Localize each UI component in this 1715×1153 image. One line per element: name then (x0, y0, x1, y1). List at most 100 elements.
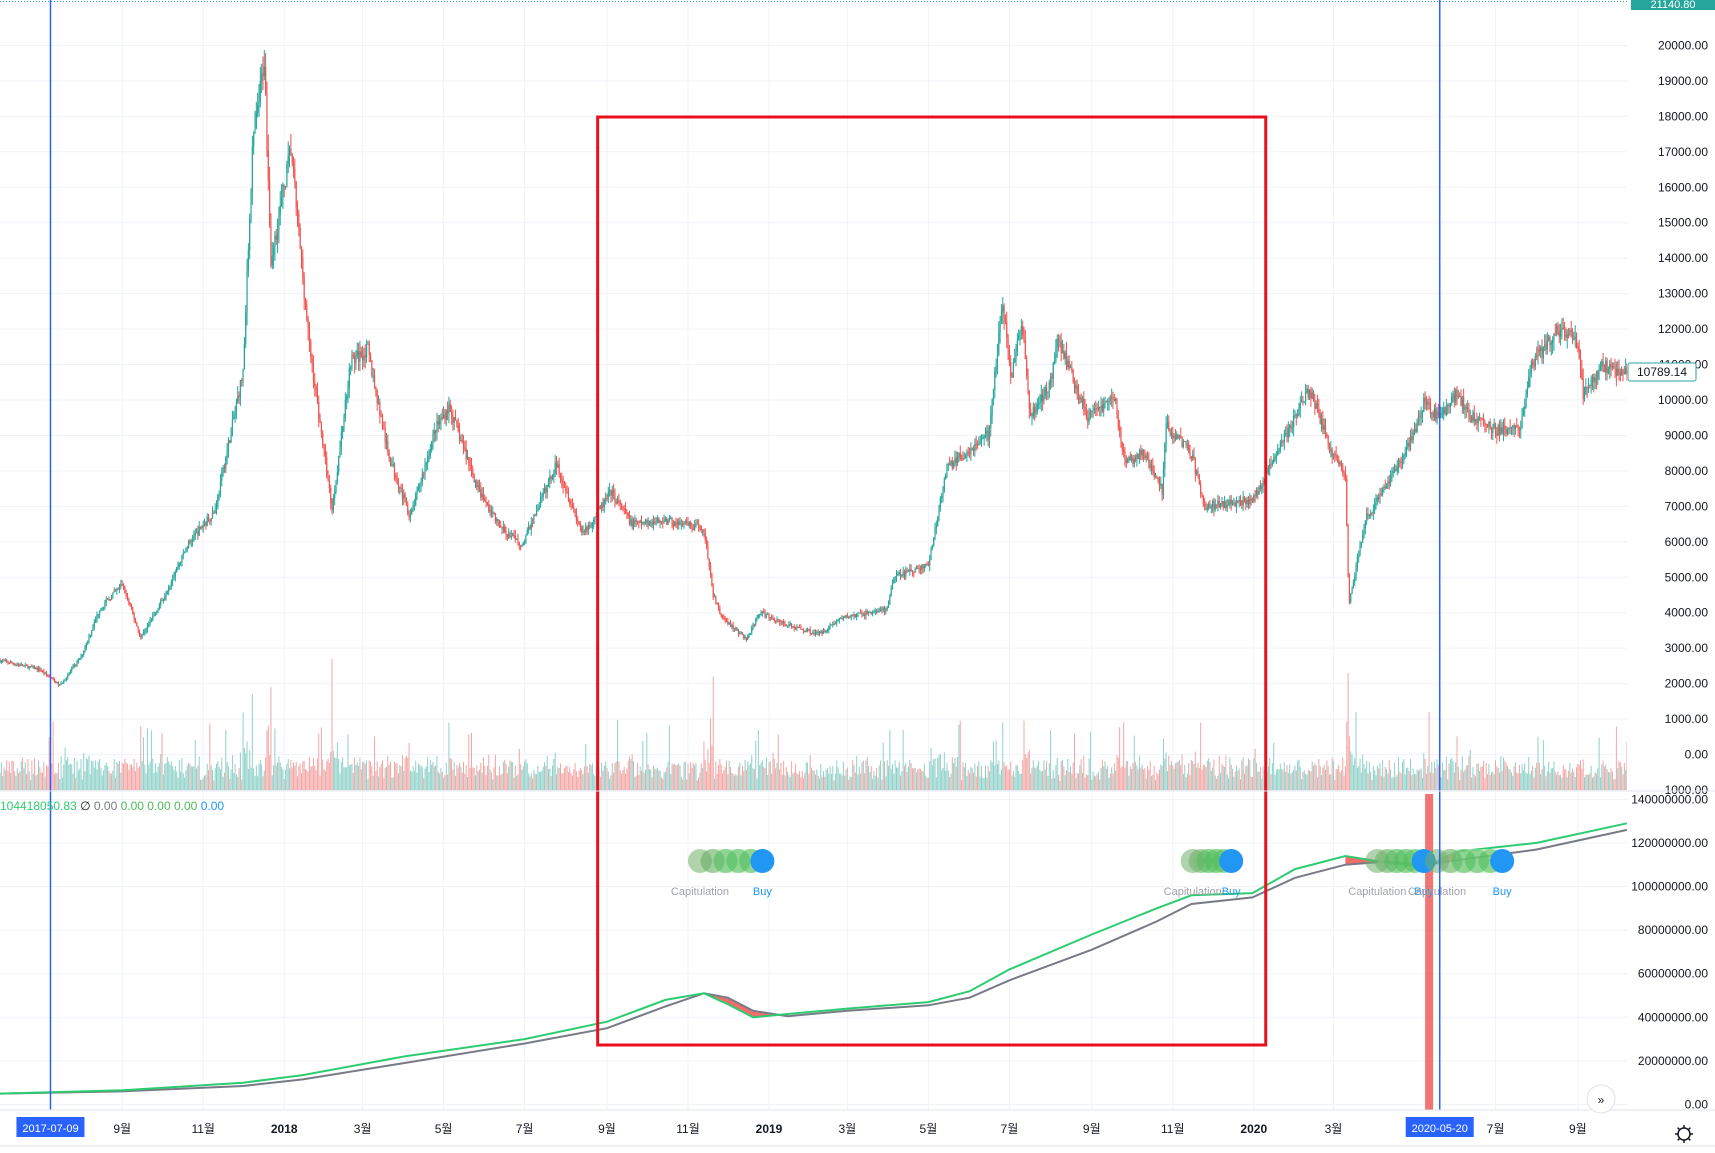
scroll-to-realtime-button[interactable]: » (1586, 1084, 1616, 1114)
candle (198, 526, 200, 536)
candle (214, 509, 216, 513)
capitulation-label: Capitulation (671, 886, 729, 898)
candle (401, 488, 404, 499)
candle (73, 664, 75, 667)
candle (743, 634, 745, 639)
candle (1270, 464, 1272, 466)
candle (505, 532, 507, 536)
candle (1586, 386, 1588, 389)
time-tick-label: 11월 (1161, 1122, 1185, 1136)
candle (1460, 396, 1462, 406)
settings-button[interactable] (1675, 1125, 1693, 1143)
candle (384, 429, 386, 443)
price-axis[interactable]: 20000.00 19000.00 18000.00 17000.00 16000.00… (1627, 0, 1715, 1153)
candle (314, 381, 316, 387)
candle (10, 662, 12, 664)
candle (1429, 403, 1432, 414)
time-axis[interactable]: 9월 11월 2018 3월 5월 7월 9월 11월 2019 3월 5월 7월 9월 11월 2020 3… (0, 1109, 1715, 1153)
candle (1544, 344, 1546, 347)
candle (450, 411, 453, 416)
candle (69, 671, 71, 673)
candle (185, 548, 187, 552)
candle (324, 449, 326, 458)
candle (1508, 427, 1510, 429)
candle (1559, 330, 1562, 337)
candle (963, 457, 965, 460)
candle (1461, 397, 1463, 406)
candle (385, 441, 388, 443)
candle (331, 503, 333, 512)
candle (419, 485, 421, 487)
candle (1274, 458, 1276, 460)
candle (1028, 391, 1030, 409)
candle (423, 473, 425, 475)
candle (23, 665, 25, 667)
candle (1610, 364, 1612, 367)
candle (996, 354, 999, 366)
candle (1316, 403, 1319, 408)
candle (682, 523, 684, 525)
grid (0, 0, 1627, 1128)
candle (116, 588, 118, 591)
candle (1259, 485, 1262, 489)
candle (1043, 396, 1045, 402)
candle (60, 682, 62, 685)
candle (241, 380, 243, 382)
candle (173, 576, 175, 580)
candle (164, 596, 166, 600)
indicator-axis[interactable]: 140000000.00 120000000.00 100000000.00 8000… (0, 790, 1715, 1111)
candle (616, 500, 619, 504)
candle (263, 66, 265, 77)
candle (4, 660, 6, 662)
candle (1471, 417, 1473, 422)
candle (614, 492, 616, 503)
price-tick-label: 18000.00 (1658, 109, 1708, 123)
candle (1336, 456, 1339, 461)
candle (449, 404, 451, 412)
candle (635, 519, 637, 522)
candle (986, 430, 988, 434)
candle (1192, 455, 1194, 459)
candle (194, 533, 196, 536)
candle (590, 526, 592, 528)
candle (1404, 452, 1406, 455)
capitulation-label: Capitulation (1164, 886, 1222, 898)
candle (336, 472, 338, 481)
candle (1302, 400, 1304, 403)
candle (443, 414, 445, 419)
candle (1605, 360, 1607, 373)
candle (373, 375, 376, 388)
candle (288, 148, 291, 156)
candle (466, 456, 469, 460)
candle (291, 153, 293, 163)
candle (246, 269, 248, 313)
chart-controls[interactable]: » (1586, 1084, 1693, 1143)
price-tick-label: 15000.00 (1658, 216, 1708, 230)
candle (691, 525, 693, 529)
candle (861, 613, 863, 616)
candle (261, 73, 263, 81)
price-tick-label: 19000.00 (1658, 74, 1708, 88)
candle (1056, 338, 1058, 348)
candle (420, 481, 422, 486)
candle (793, 626, 795, 629)
candle (583, 531, 585, 533)
candle (524, 541, 526, 543)
candle (445, 411, 447, 420)
candle (962, 458, 964, 460)
candle (254, 127, 256, 134)
candle (1428, 401, 1430, 404)
candle (666, 518, 668, 525)
candle (662, 521, 664, 523)
candle (117, 588, 119, 590)
candle (1412, 431, 1414, 441)
candle (1083, 398, 1085, 408)
candle (87, 641, 89, 643)
candle (654, 521, 656, 523)
candle (1144, 455, 1146, 458)
candle (1452, 393, 1454, 397)
candle (1034, 407, 1036, 414)
candle (355, 356, 357, 363)
cursor-lines (49, 0, 1441, 1128)
